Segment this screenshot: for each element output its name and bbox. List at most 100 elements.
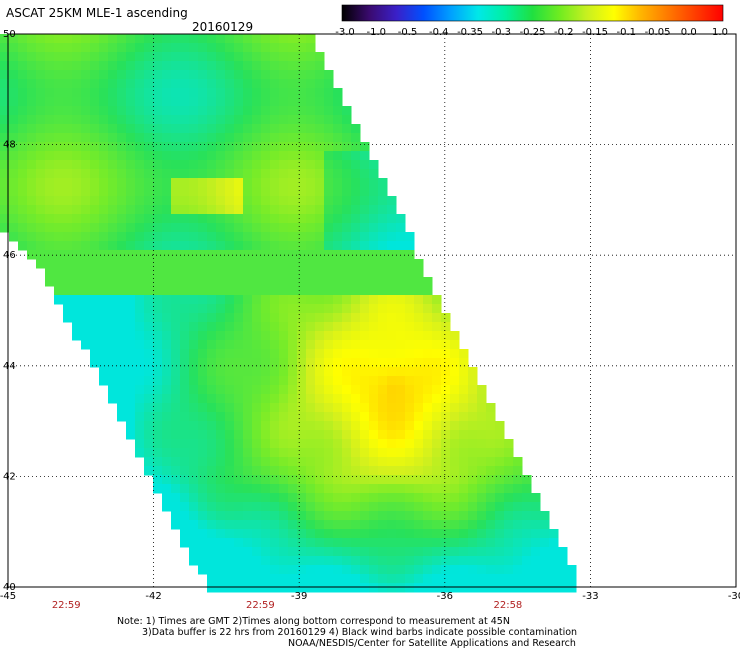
swath-cell (171, 457, 181, 467)
swath-cell (99, 286, 109, 296)
swath-cell (324, 394, 334, 404)
swath-cell (81, 196, 91, 206)
swath-cell (279, 79, 289, 89)
swath-cell (63, 169, 73, 179)
swath-cell (63, 106, 73, 116)
swath-cell (459, 484, 469, 494)
swath-cell (306, 187, 316, 197)
swath-cell (360, 385, 370, 395)
swath-cell (504, 574, 514, 584)
swath-cell (72, 214, 82, 224)
swath-cell (225, 259, 235, 269)
swath-cell (126, 34, 136, 44)
swath-cell (27, 43, 37, 53)
swath-cell (270, 205, 280, 215)
swath-cell (198, 529, 208, 539)
swath-cell (225, 241, 235, 251)
swath-cell (297, 295, 307, 305)
swath-cell (396, 259, 406, 269)
swath-cell (36, 205, 46, 215)
swath-cell (180, 223, 190, 233)
swath-cell (441, 457, 451, 467)
swath-cell (450, 511, 460, 521)
swath-cell (225, 205, 235, 215)
swath-cell (297, 250, 307, 260)
swath-cell (162, 133, 172, 143)
swath-cell (180, 358, 190, 368)
swath-cell (81, 313, 91, 323)
swath-cell (135, 421, 145, 431)
swath-cell (171, 340, 181, 350)
swath-cell (324, 358, 334, 368)
swath-cell (306, 322, 316, 332)
swath-cell (216, 394, 226, 404)
swath-cell (207, 115, 217, 125)
swath-cell (117, 169, 127, 179)
swath-cell (117, 313, 127, 323)
swath-cell (54, 142, 64, 152)
swath-cell (216, 367, 226, 377)
swath-cell (342, 133, 352, 143)
swath-cell (261, 538, 271, 548)
swath-cell (243, 430, 253, 440)
swath-cell (279, 61, 289, 71)
swath-cell (360, 367, 370, 377)
swath-cell (387, 340, 397, 350)
swath-cell (36, 214, 46, 224)
swath-cell (81, 223, 91, 233)
swath-cell (342, 583, 352, 593)
swath-cell (459, 520, 469, 530)
swath-cell (396, 214, 406, 224)
swath-cell (108, 52, 118, 62)
swath-cell (54, 196, 64, 206)
swath-cell (225, 268, 235, 278)
swath-cell (45, 88, 55, 98)
swath-cell (360, 556, 370, 566)
swath-cell (36, 160, 46, 170)
swath-cell (180, 106, 190, 116)
swath-cell (81, 178, 91, 188)
swath-cell (216, 457, 226, 467)
lat-label: 48 (3, 140, 16, 151)
swath-cell (108, 43, 118, 53)
swath-cell (315, 70, 325, 80)
swath-cell (171, 484, 181, 494)
swath-cell (81, 79, 91, 89)
swath-cell (63, 268, 73, 278)
swath-cell (279, 133, 289, 143)
swath-cell (270, 457, 280, 467)
swath-cell (207, 304, 217, 314)
swath-cell (261, 304, 271, 314)
swath-cell (297, 538, 307, 548)
swath-cell (243, 223, 253, 233)
lat-label: 40 (3, 582, 16, 593)
swath-cell (522, 520, 532, 530)
swath-cell (369, 475, 379, 485)
swath-cell (252, 421, 262, 431)
swath-cell (279, 250, 289, 260)
swath-cell (360, 250, 370, 260)
swath-cell (405, 448, 415, 458)
lat-label: 46 (3, 250, 16, 261)
swath-cell (495, 502, 505, 512)
swath-cell (90, 349, 100, 359)
swath-cell (18, 241, 28, 251)
swath-cell (387, 511, 397, 521)
swath-cell (27, 169, 37, 179)
swath-cell (261, 43, 271, 53)
swath-cell (54, 106, 64, 116)
swath-cell (414, 295, 424, 305)
swath-cell (72, 124, 82, 134)
swath-cell (333, 151, 343, 161)
swath-cell (261, 475, 271, 485)
swath-cell (207, 124, 217, 134)
swath-cell (351, 241, 361, 251)
swath-cell (342, 160, 352, 170)
swath-cell (279, 313, 289, 323)
swath-cell (72, 52, 82, 62)
swath-cell (396, 385, 406, 395)
colorbar-tick-label: -0.5 (398, 27, 418, 38)
swath-cell (297, 565, 307, 575)
swath-cell (297, 484, 307, 494)
swath-cell (63, 79, 73, 89)
